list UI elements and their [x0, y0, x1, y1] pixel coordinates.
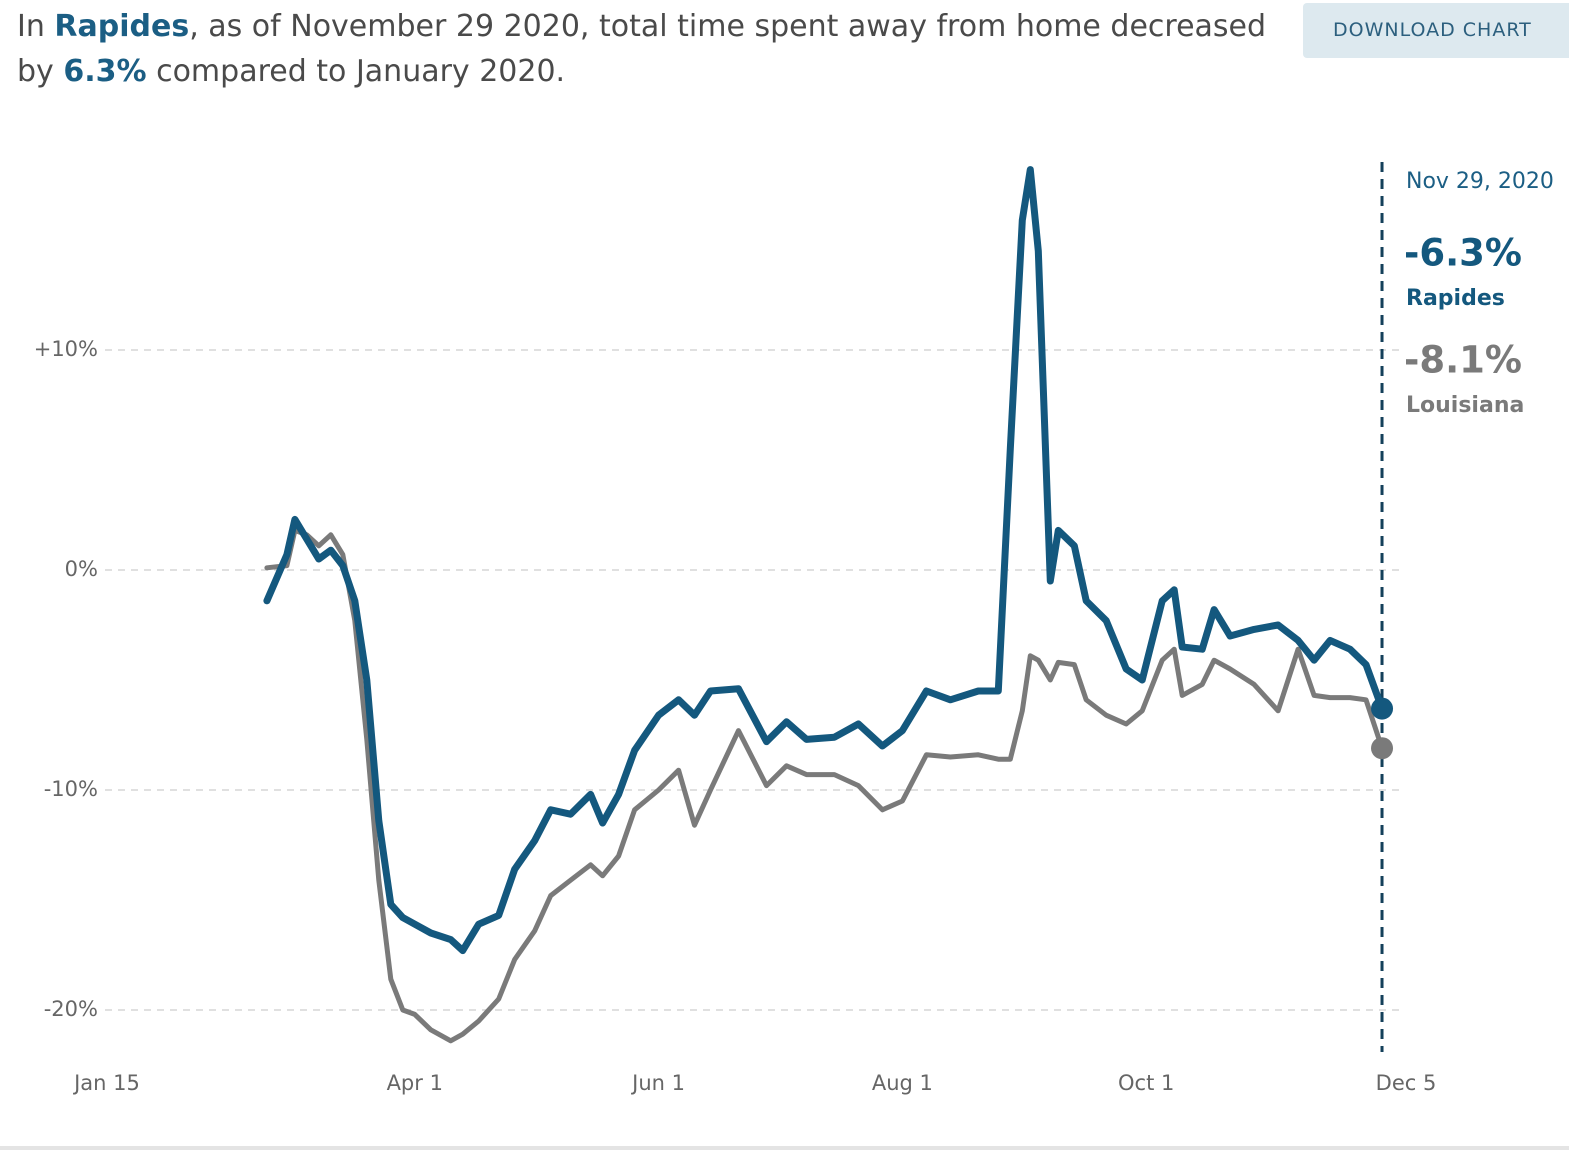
- end-point: [1371, 737, 1394, 760]
- button-label: DOWNLOAD CHART: [1333, 19, 1532, 41]
- headline-part: Rapides: [54, 9, 190, 44]
- annotation-name: Rapides: [1406, 286, 1505, 311]
- x-tick-label: Oct 1: [1118, 1071, 1174, 1095]
- series-line: [263, 166, 1386, 955]
- headline-part: compared to January 2020.: [146, 54, 566, 89]
- download-button[interactable]: DOWNLOAD CHART: [1303, 3, 1569, 58]
- y-tick-label: +10%: [34, 337, 98, 361]
- end-point: [1371, 697, 1394, 720]
- x-tick-label: Aug 1: [872, 1071, 933, 1095]
- footer-rule: [0, 1146, 1569, 1150]
- y-tick-label: 0%: [65, 557, 98, 581]
- x-tick-label: Jun 1: [630, 1071, 685, 1095]
- headline: In Rapides, as of November 29 2020, tota…: [17, 4, 1277, 94]
- x-tick-label: Dec 5: [1376, 1071, 1437, 1095]
- y-tick-label: -10%: [44, 777, 98, 801]
- chart: +10% 0% -10% -20% Jan 15 Apr 1 Jun 1 Aug 1 Oct 1…: [34, 162, 1554, 1095]
- annotation-name: Louisiana: [1406, 393, 1524, 418]
- annotation-date: Nov 29, 2020: [1406, 169, 1554, 194]
- x-tick-label: Apr 1: [387, 1071, 443, 1095]
- annotation-value: -8.1%: [1404, 339, 1522, 382]
- y-tick-label: -20%: [44, 997, 98, 1021]
- annotation-value: -6.3%: [1404, 232, 1522, 275]
- headline-part: , as of November 29 2020, total time spe…: [17, 9, 1267, 89]
- x-tick-label: Jan 15: [72, 1071, 140, 1095]
- series-line: [264, 527, 1385, 1044]
- headline-part: 6.3%: [63, 54, 147, 89]
- headline-part: In: [17, 9, 55, 44]
